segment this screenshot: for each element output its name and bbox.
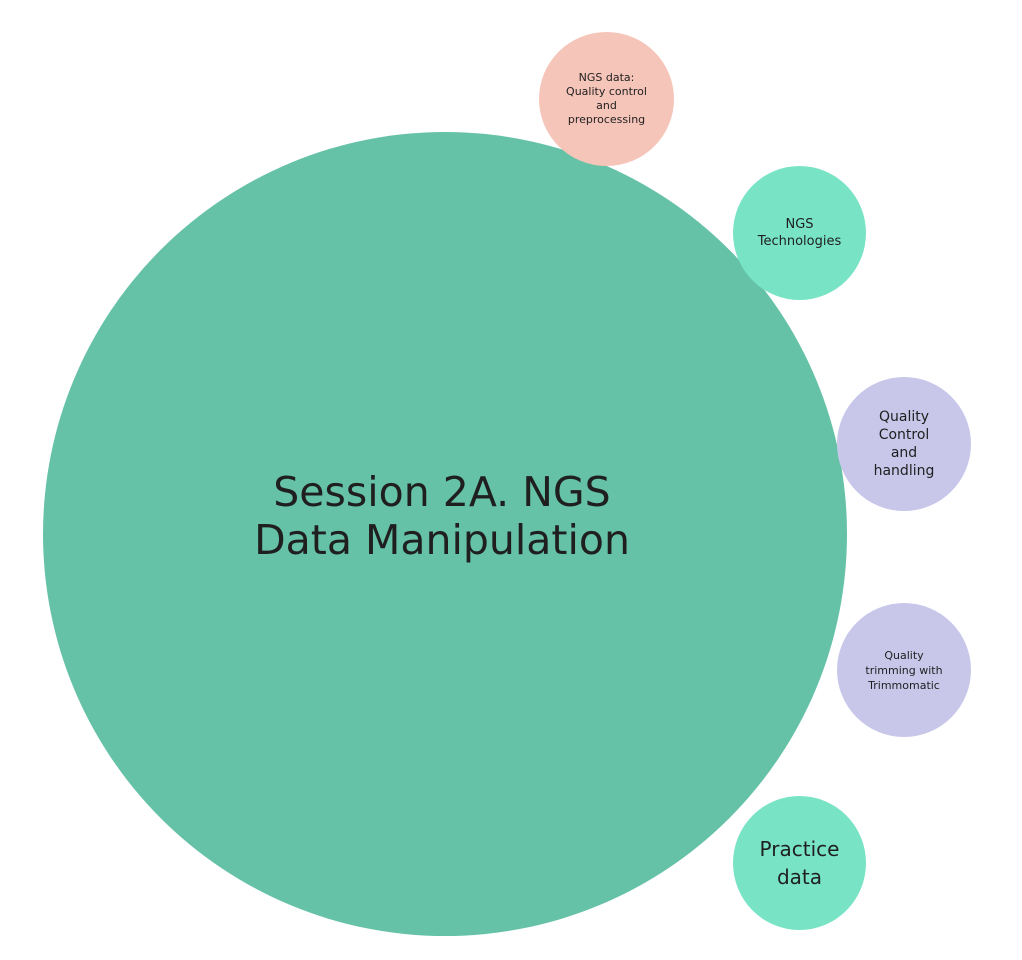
topic-label-quality-control-handling: Quality Control and handling: [873, 409, 935, 479]
session-main-circle: Session 2A. NGS Data Manipulation: [43, 132, 847, 936]
topic-circle-ngs-data-qc-preprocessing[interactable]: NGS data: Quality control and preprocess…: [539, 32, 674, 166]
topic-label-quality-trimming: Quality trimming with Trimmomatic: [865, 648, 943, 692]
session-title: Session 2A. NGS Data Manipulation: [254, 468, 630, 564]
topic-circle-practice-data[interactable]: Practice data: [733, 796, 866, 930]
topic-circle-quality-trimming[interactable]: Quality trimming with Trimmomatic: [837, 603, 971, 737]
topic-label-ngs-technologies: NGS Technologies: [757, 217, 842, 249]
topic-label-practice-data: Practice data: [759, 837, 840, 889]
topic-circle-quality-control-handling[interactable]: Quality Control and handling: [837, 377, 971, 511]
topic-label-ngs-data-qc-preprocessing: NGS data: Quality control and preprocess…: [566, 71, 647, 126]
topic-circle-ngs-technologies[interactable]: NGS Technologies: [733, 166, 866, 300]
